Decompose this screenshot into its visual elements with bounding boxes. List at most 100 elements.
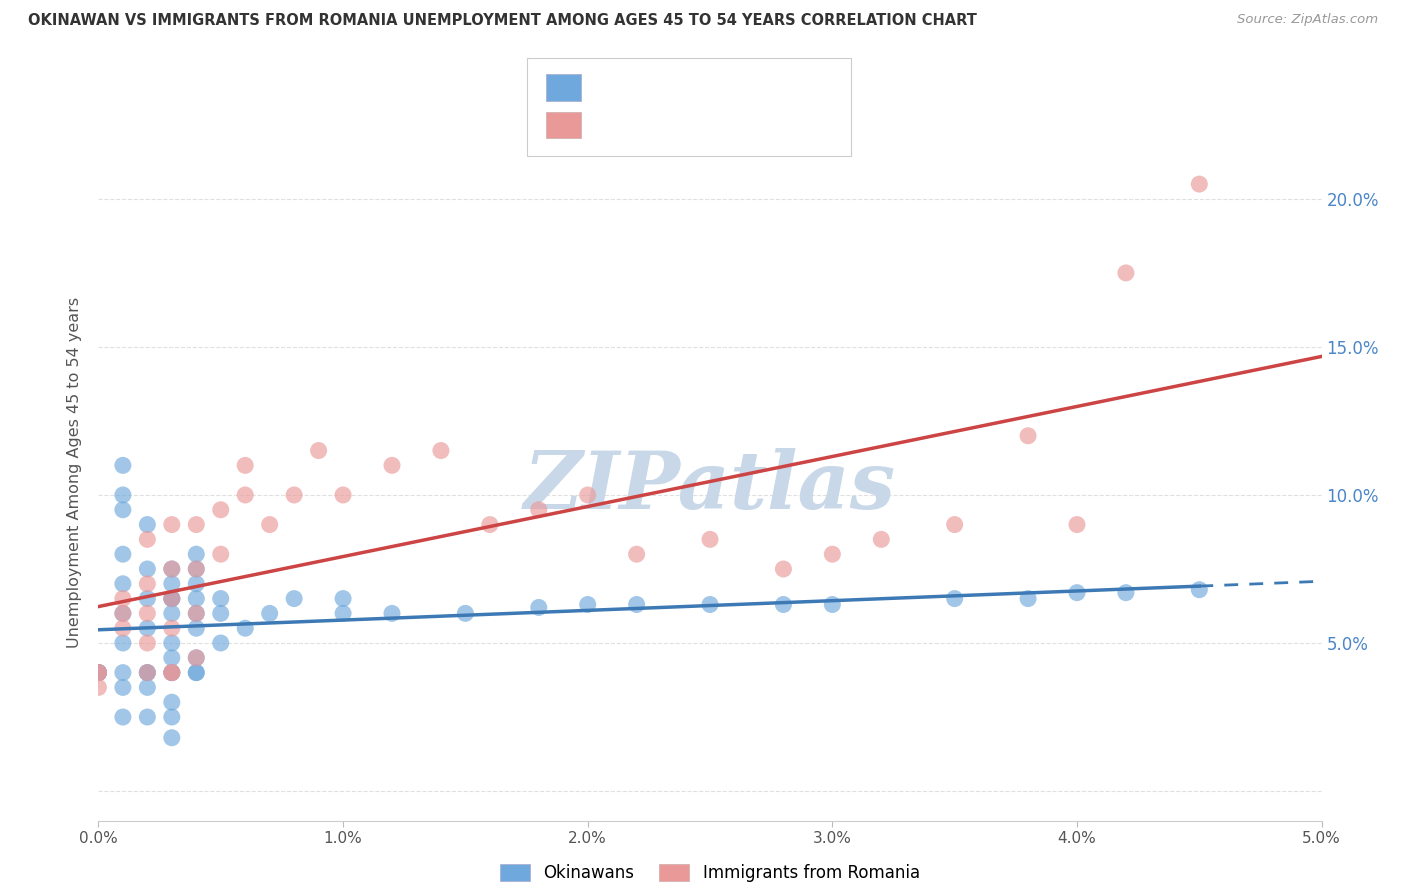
Point bbox=[160, 650, 183, 665]
Text: N =: N = bbox=[692, 122, 738, 136]
Point bbox=[160, 636, 183, 650]
Point bbox=[136, 562, 159, 576]
Point bbox=[160, 562, 183, 576]
Point bbox=[1066, 585, 1088, 599]
Point bbox=[136, 517, 159, 532]
Point bbox=[87, 665, 110, 680]
Point bbox=[136, 607, 159, 621]
Point bbox=[111, 607, 134, 621]
Point bbox=[454, 607, 477, 621]
Point bbox=[136, 533, 159, 547]
Point bbox=[111, 591, 134, 606]
Point bbox=[87, 665, 110, 680]
Point bbox=[111, 488, 134, 502]
Text: N =: N = bbox=[692, 84, 738, 98]
Legend: Okinawans, Immigrants from Romania: Okinawans, Immigrants from Romania bbox=[494, 857, 927, 888]
Point bbox=[160, 621, 183, 635]
Point bbox=[186, 517, 208, 532]
Point bbox=[87, 665, 110, 680]
Point bbox=[136, 665, 159, 680]
Point bbox=[186, 621, 208, 635]
Point bbox=[111, 607, 134, 621]
Point bbox=[943, 591, 966, 606]
Point bbox=[111, 502, 134, 516]
Point bbox=[111, 621, 134, 635]
Point bbox=[111, 681, 134, 695]
Point bbox=[160, 665, 183, 680]
Point bbox=[332, 607, 354, 621]
Point bbox=[381, 607, 404, 621]
Point bbox=[136, 591, 159, 606]
Point bbox=[160, 665, 183, 680]
Point bbox=[772, 598, 794, 612]
Point bbox=[283, 591, 305, 606]
Point bbox=[1188, 582, 1211, 597]
Point bbox=[209, 502, 232, 516]
Point bbox=[186, 562, 208, 576]
Point bbox=[699, 598, 721, 612]
Text: 65: 65 bbox=[734, 84, 756, 98]
Point bbox=[136, 681, 159, 695]
Point bbox=[160, 576, 183, 591]
Point bbox=[186, 576, 208, 591]
Point bbox=[186, 665, 208, 680]
Point bbox=[136, 576, 159, 591]
Point bbox=[332, 488, 354, 502]
Point bbox=[1017, 591, 1039, 606]
Point bbox=[160, 665, 183, 680]
Point bbox=[186, 650, 208, 665]
Point bbox=[209, 547, 232, 561]
Point bbox=[699, 533, 721, 547]
Point bbox=[1188, 177, 1211, 191]
Text: 0.641: 0.641 bbox=[630, 122, 681, 136]
Point bbox=[430, 443, 453, 458]
Point bbox=[527, 502, 550, 516]
Point bbox=[1115, 266, 1137, 280]
Text: OKINAWAN VS IMMIGRANTS FROM ROMANIA UNEMPLOYMENT AMONG AGES 45 TO 54 YEARS CORRE: OKINAWAN VS IMMIGRANTS FROM ROMANIA UNEM… bbox=[28, 13, 977, 29]
Point bbox=[576, 488, 599, 502]
Point bbox=[259, 517, 281, 532]
Text: Source: ZipAtlas.com: Source: ZipAtlas.com bbox=[1237, 13, 1378, 27]
Point bbox=[111, 576, 134, 591]
Point bbox=[160, 665, 183, 680]
Point bbox=[821, 547, 844, 561]
Point bbox=[136, 665, 159, 680]
Text: 44: 44 bbox=[734, 122, 756, 136]
Point bbox=[381, 458, 404, 473]
Point bbox=[626, 547, 648, 561]
Point bbox=[87, 665, 110, 680]
Point bbox=[111, 636, 134, 650]
Point bbox=[308, 443, 330, 458]
Point bbox=[160, 517, 183, 532]
Point bbox=[160, 731, 183, 745]
Point bbox=[283, 488, 305, 502]
Point bbox=[136, 621, 159, 635]
Point bbox=[209, 636, 232, 650]
Y-axis label: Unemployment Among Ages 45 to 54 years: Unemployment Among Ages 45 to 54 years bbox=[67, 297, 83, 648]
Point bbox=[136, 665, 159, 680]
Point bbox=[160, 591, 183, 606]
Point bbox=[1115, 585, 1137, 599]
Point bbox=[87, 665, 110, 680]
Text: R =: R = bbox=[591, 122, 626, 136]
Point bbox=[160, 607, 183, 621]
Point bbox=[160, 695, 183, 709]
Point bbox=[576, 598, 599, 612]
Point bbox=[209, 591, 232, 606]
Point bbox=[111, 458, 134, 473]
Point bbox=[1017, 429, 1039, 443]
Point bbox=[821, 598, 844, 612]
Point bbox=[136, 710, 159, 724]
Point bbox=[870, 533, 893, 547]
Point bbox=[259, 607, 281, 621]
Point bbox=[87, 665, 110, 680]
Point bbox=[186, 591, 208, 606]
Point bbox=[160, 710, 183, 724]
Point bbox=[186, 607, 208, 621]
Point bbox=[233, 621, 256, 635]
Point bbox=[1066, 517, 1088, 532]
Point bbox=[186, 665, 208, 680]
Point bbox=[186, 607, 208, 621]
Point bbox=[87, 681, 110, 695]
Point bbox=[527, 600, 550, 615]
